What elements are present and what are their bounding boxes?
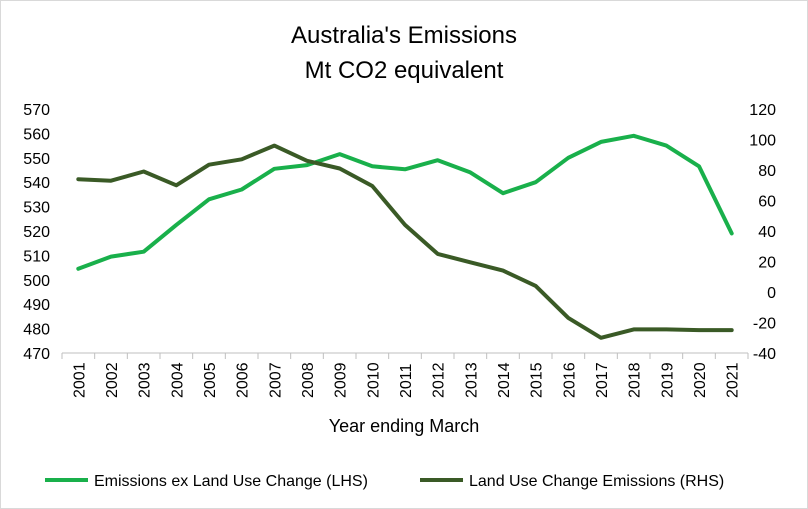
right-tick-label: 0 (767, 285, 776, 302)
x-tick-label: 2009 (333, 362, 350, 398)
x-tick-label: 2016 (561, 362, 578, 398)
left-axis: 470 480 490 500 510 520 530 540 550 560 570 (23, 102, 50, 363)
right-tick-label: 20 (758, 255, 776, 272)
right-axis: -40 -20 0 20 40 60 80 100 120 (749, 102, 776, 363)
x-tick-label: 2001 (71, 362, 88, 398)
left-tick-label: 500 (23, 273, 50, 290)
x-axis-title: Year ending March (329, 416, 479, 436)
x-tick-label: 2015 (529, 362, 546, 398)
x-tick-label: 2007 (267, 362, 284, 398)
left-tick-label: 520 (23, 224, 50, 241)
x-tick-label: 2018 (627, 362, 644, 398)
legend-label-land-use-change: Land Use Change Emissions (RHS) (469, 473, 724, 490)
x-tick-label: 2020 (692, 362, 709, 398)
x-tick-label: 2002 (104, 362, 121, 398)
left-tick-label: 510 (23, 248, 50, 265)
left-tick-label: 480 (23, 322, 50, 339)
chart-title: Australia's Emissions (291, 22, 517, 49)
series-line-emissions-ex-luc (76, 133, 734, 271)
x-tick-label: 2010 (365, 362, 382, 398)
x-tick-label: 2014 (496, 362, 513, 398)
x-tick-label: 2006 (235, 362, 252, 398)
x-tick-label: 2011 (398, 363, 415, 398)
x-tick-label: 2004 (169, 362, 186, 398)
left-tick-label: 560 (23, 126, 50, 143)
right-tick-label: 80 (758, 163, 776, 180)
legend-label-emissions-ex-luc: Emissions ex Land Use Change (LHS) (94, 473, 368, 490)
chart-subtitle: Mt CO2 equivalent (305, 57, 504, 84)
right-tick-label: -20 (753, 316, 776, 333)
x-tick-label: 2008 (300, 362, 317, 398)
right-tick-label: 60 (758, 194, 776, 211)
left-tick-label: 550 (23, 151, 50, 168)
left-tick-label: 470 (23, 346, 50, 363)
x-tick-label: 2013 (463, 362, 480, 398)
left-tick-label: 570 (23, 102, 50, 119)
series-line-land-use-change (76, 143, 734, 340)
left-tick-label: 490 (23, 297, 50, 314)
legend: Emissions ex Land Use Change (LHS) Land … (45, 473, 724, 490)
x-tick-label: 2012 (431, 362, 448, 398)
x-tick-label: 2017 (594, 362, 611, 398)
right-tick-label: 40 (758, 224, 776, 241)
left-tick-label: 540 (23, 175, 50, 192)
left-tick-label: 530 (23, 200, 50, 217)
right-tick-label: -40 (753, 346, 776, 363)
x-axis: 2001 2002 2003 2004 2005 2006 2007 2008 2009 2010… (61, 353, 749, 398)
x-tick-label: 2021 (725, 362, 742, 398)
right-tick-label: 120 (749, 102, 776, 119)
right-tick-label: 100 (749, 133, 776, 150)
x-tick-label: 2003 (137, 362, 154, 398)
series-layer (76, 133, 734, 340)
x-tick-label: 2019 (659, 362, 676, 398)
x-tick-label: 2005 (202, 362, 219, 398)
